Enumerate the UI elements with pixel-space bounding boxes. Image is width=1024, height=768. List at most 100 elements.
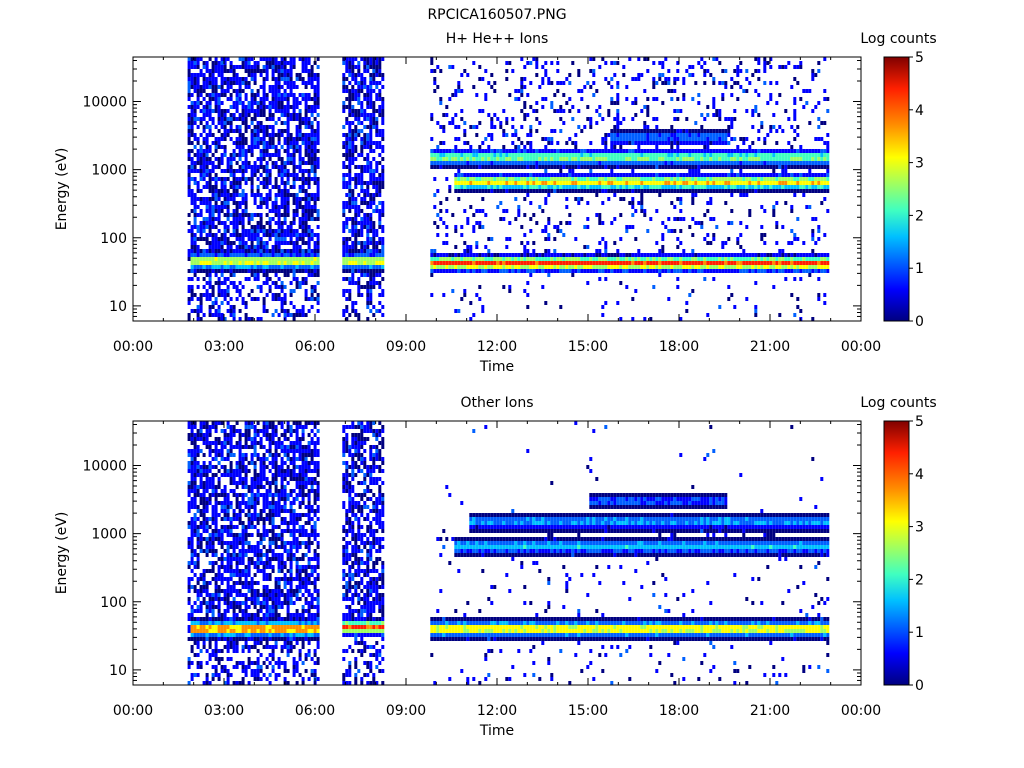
spectrogram-cell <box>277 141 281 145</box>
spectrogram-cell <box>262 133 266 137</box>
spectrogram-cell <box>375 249 379 253</box>
spectrogram-cell <box>280 233 284 237</box>
spectrogram-cell <box>187 61 191 65</box>
spectrogram-cell <box>436 121 440 125</box>
spectrogram-cell <box>505 69 509 73</box>
spectrogram-cell <box>193 121 197 125</box>
spectrogram-cell <box>310 129 314 133</box>
spectrogram-cell <box>214 141 218 145</box>
spectrogram-cell <box>634 141 638 145</box>
spectrogram-cell <box>345 145 349 149</box>
spectrogram-cell <box>351 61 355 65</box>
spectrogram-cell <box>682 269 686 273</box>
spectrogram-cell <box>448 269 452 273</box>
spectrogram-cell <box>298 281 302 285</box>
spectrogram-cell <box>433 265 437 269</box>
spectrogram-cell <box>348 121 352 125</box>
spectrogram-cell <box>223 293 227 297</box>
spectrogram-cell <box>271 245 275 249</box>
spectrogram-cell <box>628 201 632 205</box>
spectrogram-cell <box>378 281 382 285</box>
spectrogram-cell <box>232 89 236 93</box>
spectrogram-cell <box>220 293 224 297</box>
spectrogram-cell <box>472 149 476 153</box>
spectrogram-cell <box>357 121 361 125</box>
spectrogram-cell <box>607 177 611 181</box>
spectrogram-cell <box>244 161 248 165</box>
spectrogram-cell <box>289 257 293 261</box>
spectrogram-cell <box>283 169 287 173</box>
spectrogram-cell <box>244 113 248 117</box>
spectrogram-cell <box>301 205 305 209</box>
spectrogram-cell <box>556 261 560 265</box>
spectrogram-cell <box>655 153 659 157</box>
spectrogram-cell <box>360 285 364 289</box>
spectrogram-cell <box>202 313 206 317</box>
spectrogram-cell <box>295 269 299 273</box>
spectrogram-cell <box>307 253 311 257</box>
spectrogram-cell <box>523 173 527 177</box>
spectrogram-cell <box>232 209 236 213</box>
spectrogram-cell <box>724 137 728 141</box>
spectrogram-cell <box>223 145 227 149</box>
spectrogram-cell <box>691 141 695 145</box>
spectrogram-cell <box>682 189 686 193</box>
spectrogram-cell <box>301 221 305 225</box>
spectrogram-cell <box>478 189 482 193</box>
spectrogram-cell <box>256 265 260 269</box>
spectrogram-cell <box>229 129 233 133</box>
spectrogram-cell <box>241 245 245 249</box>
spectrogram-cell <box>193 117 197 121</box>
spectrogram-cell <box>733 261 737 265</box>
spectrogram-cell <box>196 141 200 145</box>
spectrogram-cell <box>493 177 497 181</box>
spectrogram-cell <box>664 253 668 257</box>
spectrogram-cell <box>262 113 266 117</box>
spectrogram-cell <box>712 173 716 177</box>
spectrogram-cell <box>625 257 629 261</box>
spectrogram-cell <box>610 221 614 225</box>
spectrogram-cell <box>610 177 614 181</box>
spectrogram-cell <box>304 205 308 209</box>
spectrogram-cell <box>381 213 385 217</box>
spectrogram-cell <box>271 73 275 77</box>
spectrogram-cell <box>354 97 358 101</box>
spectrogram-cell <box>211 153 215 157</box>
spectrogram-cell <box>511 117 515 121</box>
spectrogram-cell <box>235 221 239 225</box>
spectrogram-cell <box>430 249 434 253</box>
spectrogram-cell <box>499 121 503 125</box>
spectrogram-cell <box>313 193 317 197</box>
spectrogram-cell <box>676 141 680 145</box>
spectrogram-cell <box>363 241 367 245</box>
spectrogram-cell <box>277 213 281 217</box>
spectrogram-cell <box>253 109 257 113</box>
spectrogram-cell <box>354 205 358 209</box>
spectrogram-cell <box>232 185 236 189</box>
spectrogram-cell <box>433 69 437 73</box>
spectrogram-cell <box>193 221 197 225</box>
spectrogram-cell <box>342 249 346 253</box>
spectrogram-cell <box>727 141 731 145</box>
spectrogram-cell <box>277 69 281 73</box>
spectrogram-cell <box>685 153 689 157</box>
spectrogram-cell <box>601 265 605 269</box>
spectrogram-cell <box>673 149 677 153</box>
spectrogram-cell <box>691 149 695 153</box>
spectrogram-cell <box>316 161 320 165</box>
spectrogram-cell <box>601 253 605 257</box>
spectrogram-cell <box>262 149 266 153</box>
spectrogram-cell <box>577 109 581 113</box>
spectrogram-cell <box>199 249 203 253</box>
spectrogram-cell <box>700 113 704 117</box>
spectrogram-cell <box>298 117 302 121</box>
spectrogram-cell <box>217 317 221 321</box>
spectrogram-cell <box>283 137 287 141</box>
spectrogram-cell <box>235 177 239 181</box>
spectrogram-cell <box>439 165 443 169</box>
spectrogram-cell <box>229 137 233 141</box>
spectrogram-cell <box>454 93 458 97</box>
spectrogram-cell <box>523 213 527 217</box>
spectrogram-cell <box>316 241 320 245</box>
spectrogram-cell <box>253 245 257 249</box>
